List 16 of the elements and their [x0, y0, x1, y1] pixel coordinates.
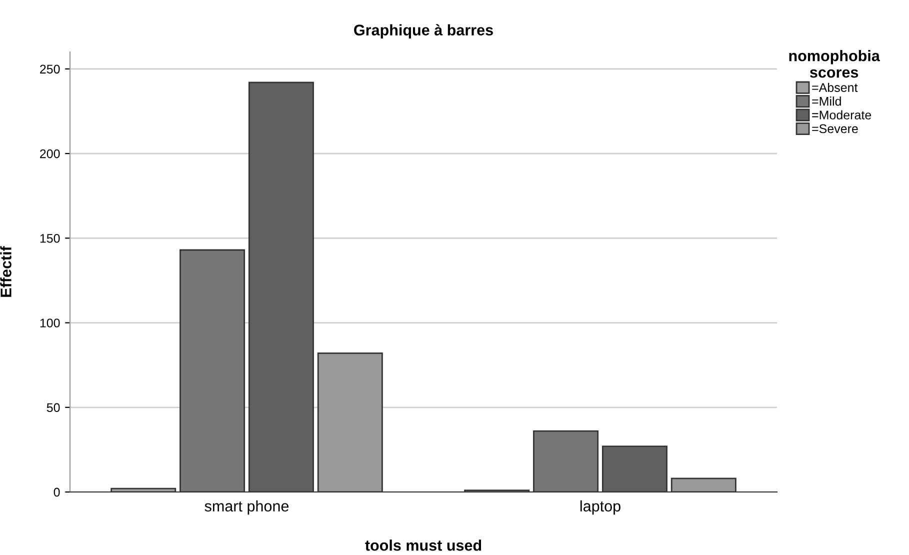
y-tick-label: 250 [40, 64, 60, 74]
y-tick-label: 50 [46, 403, 60, 412]
y-tick-label: 0 [54, 488, 60, 497]
y-tick-label: 150 [40, 234, 60, 243]
legend-label: =Severe [812, 124, 858, 134]
legend-label: =Moderate [812, 110, 872, 120]
y-tick-label: 200 [40, 149, 60, 158]
chart-title: Graphique à barres [354, 24, 493, 39]
y-tick-label: 100 [40, 318, 60, 328]
y-axis-title: Effectif [0, 246, 12, 297]
x-axis-title: tools must used [365, 540, 482, 551]
legend-title: nomophobia scores [789, 50, 880, 78]
legend-label: =Absent [812, 82, 858, 92]
legend-label: =Mild [812, 96, 841, 106]
x-tick-label: smart phone [204, 500, 289, 515]
x-tick-label: laptop [580, 500, 620, 515]
